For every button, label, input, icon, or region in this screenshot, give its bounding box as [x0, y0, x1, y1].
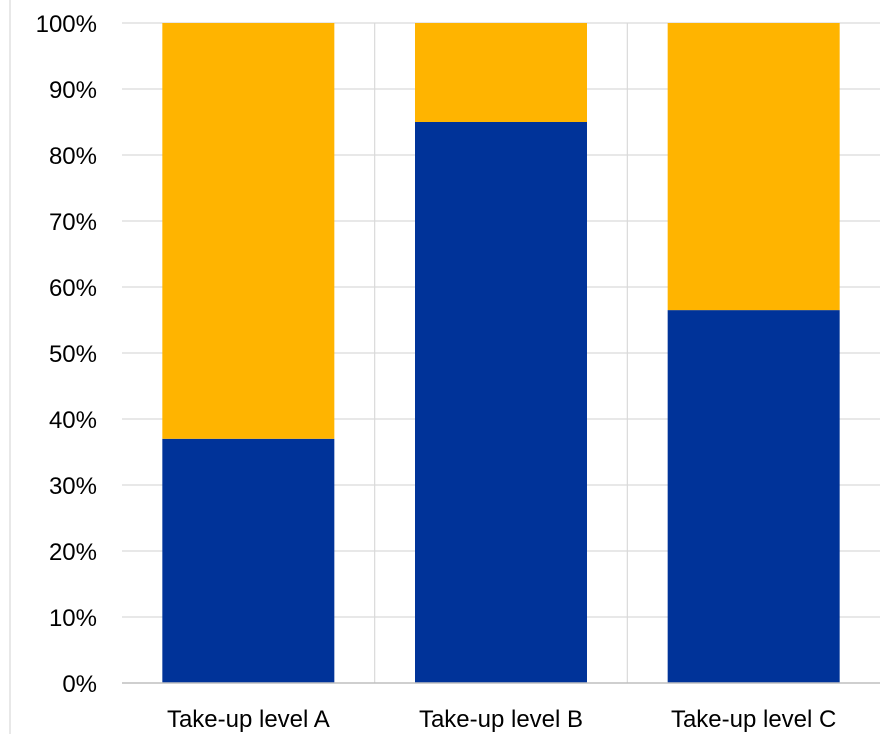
bar-segment-series-2: [415, 23, 587, 122]
bar-segment-series-2: [162, 23, 335, 439]
bars: [162, 23, 840, 683]
y-tick-label: 90%: [49, 77, 97, 104]
bar-segment-series-1: [415, 122, 587, 683]
bar-segment-series-1: [162, 438, 335, 683]
y-tick-label: 100%: [36, 11, 97, 38]
x-category-label: Take-up level B: [419, 706, 583, 733]
bar-segment-series-1: [667, 310, 840, 683]
y-tick-label: 0%: [62, 671, 97, 698]
labels: 0% 10% 20% 30% 40% 50% 60% 70% 80% 90% 100% Take-up…: [36, 11, 837, 733]
x-category-label: Take-up level A: [167, 706, 330, 733]
y-tick-label: 10%: [49, 605, 97, 632]
y-tick-label: 20%: [49, 539, 97, 566]
bar-segment-series-2: [667, 23, 840, 311]
y-tick-label: 60%: [49, 275, 97, 302]
axes: [9, 0, 880, 734]
x-category-label: Take-up level C: [671, 706, 836, 733]
y-tick-label: 30%: [49, 473, 97, 500]
y-tick-label: 80%: [49, 143, 97, 170]
y-tick-label: 70%: [49, 209, 97, 236]
y-tick-label: 50%: [49, 341, 97, 368]
y-tick-label: 40%: [49, 407, 97, 434]
